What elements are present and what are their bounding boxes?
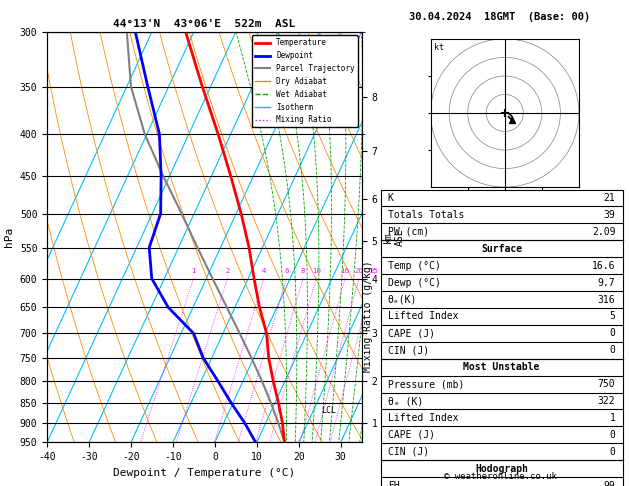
Text: 316: 316 bbox=[598, 295, 615, 305]
Text: Surface: Surface bbox=[481, 244, 522, 254]
Text: kt: kt bbox=[435, 43, 444, 52]
Text: 39: 39 bbox=[604, 210, 615, 220]
X-axis label: Dewpoint / Temperature (°C): Dewpoint / Temperature (°C) bbox=[113, 468, 296, 478]
Text: 30.04.2024  18GMT  (Base: 00): 30.04.2024 18GMT (Base: 00) bbox=[409, 12, 591, 22]
Text: θₑ (K): θₑ (K) bbox=[388, 396, 423, 406]
Text: 5: 5 bbox=[610, 312, 615, 321]
Text: 1: 1 bbox=[610, 413, 615, 423]
Text: Totals Totals: Totals Totals bbox=[388, 210, 464, 220]
Text: 322: 322 bbox=[598, 396, 615, 406]
Text: 4: 4 bbox=[262, 268, 266, 275]
Text: 0: 0 bbox=[610, 447, 615, 457]
Text: Hodograph: Hodograph bbox=[475, 464, 528, 474]
Text: 99: 99 bbox=[604, 481, 615, 486]
Text: 9.7: 9.7 bbox=[598, 278, 615, 288]
Text: Mixing Ratio (g/kg): Mixing Ratio (g/kg) bbox=[363, 260, 373, 372]
Title: 44°13'N  43°06'E  522m  ASL: 44°13'N 43°06'E 522m ASL bbox=[113, 19, 296, 30]
Text: © weatheronline.co.uk: © weatheronline.co.uk bbox=[443, 472, 557, 481]
Text: θₑ(K): θₑ(K) bbox=[388, 295, 417, 305]
Text: 25: 25 bbox=[369, 268, 378, 275]
Text: Pressure (mb): Pressure (mb) bbox=[388, 379, 464, 389]
Text: LCL: LCL bbox=[321, 406, 337, 416]
Text: 21: 21 bbox=[604, 193, 615, 203]
Y-axis label: km
ASL: km ASL bbox=[383, 228, 404, 246]
Text: 8: 8 bbox=[301, 268, 305, 275]
Y-axis label: hPa: hPa bbox=[4, 227, 14, 247]
Text: CAPE (J): CAPE (J) bbox=[388, 430, 435, 440]
Text: 750: 750 bbox=[598, 379, 615, 389]
Text: Most Unstable: Most Unstable bbox=[464, 362, 540, 372]
Text: K: K bbox=[388, 193, 394, 203]
Text: 2.09: 2.09 bbox=[592, 227, 615, 237]
Text: Temp (°C): Temp (°C) bbox=[388, 260, 441, 271]
Text: 2: 2 bbox=[225, 268, 230, 275]
Text: PW (cm): PW (cm) bbox=[388, 227, 429, 237]
Text: 1: 1 bbox=[191, 268, 196, 275]
Text: CIN (J): CIN (J) bbox=[388, 447, 429, 457]
Text: Lifted Index: Lifted Index bbox=[388, 413, 459, 423]
Text: CAPE (J): CAPE (J) bbox=[388, 329, 435, 338]
Text: 16.6: 16.6 bbox=[592, 260, 615, 271]
Text: 0: 0 bbox=[610, 430, 615, 440]
Text: 6: 6 bbox=[284, 268, 289, 275]
Text: 0: 0 bbox=[610, 345, 615, 355]
Text: 20: 20 bbox=[355, 268, 364, 275]
Text: Lifted Index: Lifted Index bbox=[388, 312, 459, 321]
Text: Dewp (°C): Dewp (°C) bbox=[388, 278, 441, 288]
Legend: Temperature, Dewpoint, Parcel Trajectory, Dry Adiabat, Wet Adiabat, Isotherm, Mi: Temperature, Dewpoint, Parcel Trajectory… bbox=[252, 35, 358, 127]
Text: 0: 0 bbox=[610, 329, 615, 338]
Text: 16: 16 bbox=[340, 268, 350, 275]
Text: CIN (J): CIN (J) bbox=[388, 345, 429, 355]
Text: 10: 10 bbox=[312, 268, 321, 275]
Text: EH: EH bbox=[388, 481, 399, 486]
